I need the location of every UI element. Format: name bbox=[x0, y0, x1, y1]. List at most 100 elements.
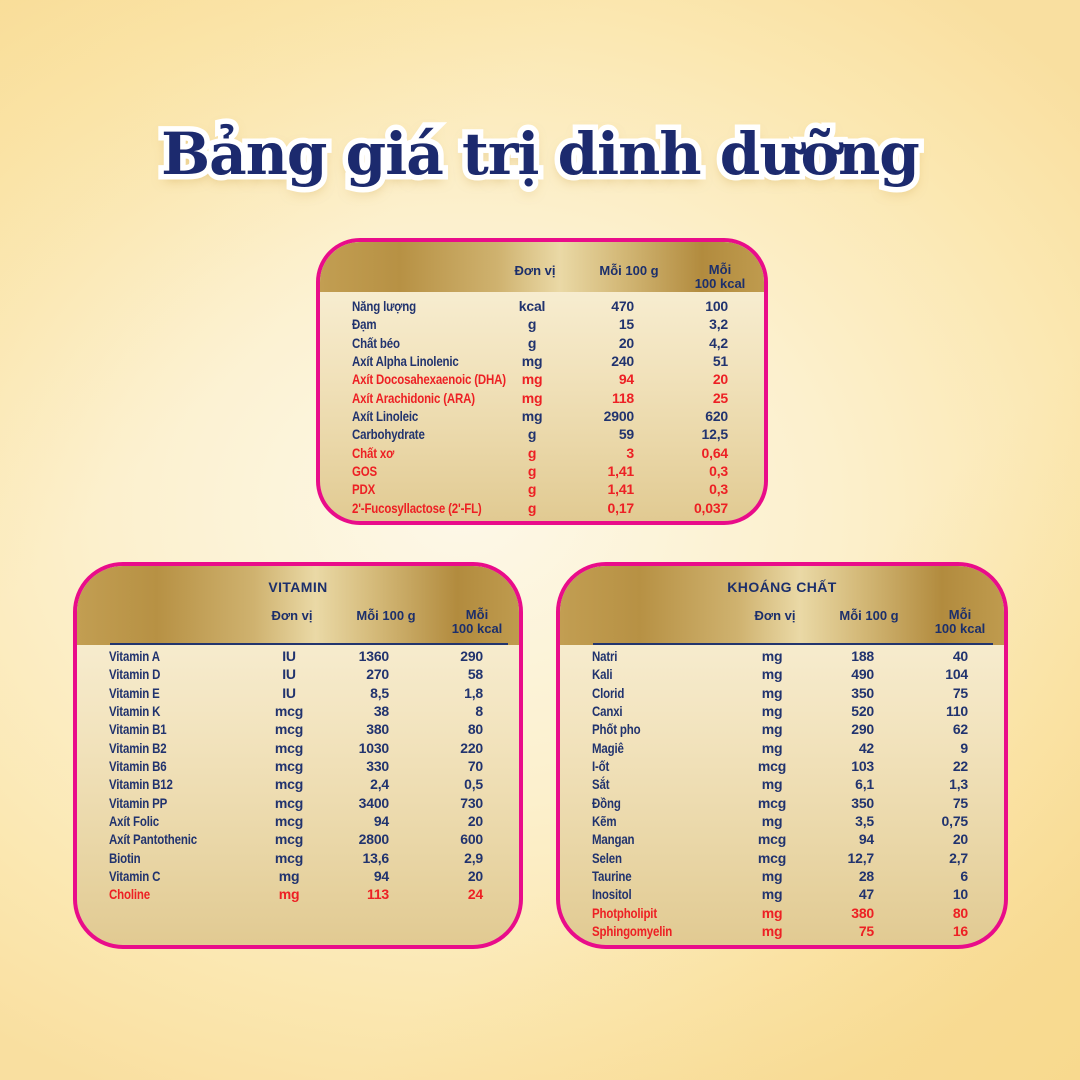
row-unit: mcg bbox=[274, 721, 304, 738]
table-row: Photpholipit mg 380 80 bbox=[560, 904, 1004, 922]
row-label: Vitamin K bbox=[109, 703, 161, 720]
row-unit: IU bbox=[282, 684, 296, 701]
row-per-100g: 490 bbox=[851, 666, 874, 683]
table-row: Axít Pantothenic mcg 2800 600 bbox=[77, 830, 519, 848]
row-per-100kcal: 1,3 bbox=[949, 776, 968, 793]
row-unit: mcg bbox=[274, 758, 304, 775]
row-per-100kcal: 0,3 bbox=[709, 463, 728, 480]
row-per-100kcal: 6 bbox=[960, 868, 968, 885]
row-label: Axít Docosahexaenoic (DHA) bbox=[352, 371, 506, 388]
row-label: Vitamin C bbox=[109, 868, 161, 885]
row-unit: mcg bbox=[274, 703, 304, 720]
row-per-100g: 520 bbox=[851, 703, 874, 720]
row-unit: g bbox=[527, 316, 537, 333]
row-per-100kcal: 0,5 bbox=[464, 776, 483, 793]
row-label: Carbohydrate bbox=[352, 426, 425, 443]
table-header: KHOÁNG CHẤT Đơn vị Mỗi 100 g Mỗi 100 kcal bbox=[560, 566, 1004, 645]
table-row: Vitamin PP mcg 3400 730 bbox=[77, 794, 519, 812]
table-row: Mangan mcg 94 20 bbox=[560, 830, 1004, 848]
row-unit: mg bbox=[521, 389, 543, 406]
row-per-100g: 94 bbox=[373, 868, 389, 885]
table-row: Phốt pho mg 290 62 bbox=[560, 720, 1004, 738]
row-unit: mg bbox=[761, 923, 783, 940]
row-per-100kcal: 20 bbox=[952, 831, 968, 848]
row-unit: g bbox=[527, 334, 537, 351]
row-per-100g: 1360 bbox=[358, 648, 390, 664]
row-unit: g bbox=[527, 444, 537, 461]
nutrition-table-mineral: KHOÁNG CHẤT Đơn vị Mỗi 100 g Mỗi 100 kcal… bbox=[556, 562, 1008, 949]
row-unit: mcg bbox=[274, 776, 304, 793]
row-label: I-ốt bbox=[592, 758, 610, 775]
table-row: Clorid mg 350 75 bbox=[560, 684, 1004, 702]
row-unit: mg bbox=[761, 868, 783, 885]
row-unit: mcg bbox=[274, 739, 304, 756]
row-per-100g: 2,4 bbox=[370, 776, 389, 793]
row-per-100kcal: 80 bbox=[467, 721, 483, 738]
row-label: Taurine bbox=[592, 868, 632, 885]
table-row: Canxi mg 520 110 bbox=[560, 702, 1004, 720]
row-per-100kcal: 22 bbox=[952, 758, 968, 775]
table-row: Carbohydrate g 59 12,5 bbox=[320, 425, 764, 443]
row-label: Photpholipit bbox=[592, 904, 657, 921]
row-label: Axít Linoleic bbox=[352, 408, 419, 425]
row-per-100g: 28 bbox=[858, 868, 874, 885]
row-per-100g: 0,17 bbox=[607, 499, 635, 516]
row-unit: mcg bbox=[757, 849, 787, 866]
row-per-100kcal: 62 bbox=[952, 721, 968, 738]
row-label: PDX bbox=[352, 481, 376, 498]
table-row: Vitamin C mg 94 20 bbox=[77, 867, 519, 885]
row-unit: mg bbox=[761, 648, 783, 664]
table-row: Năng lượng kcal 470 100 bbox=[320, 297, 764, 315]
table-row: Biotin mcg 13,6 2,9 bbox=[77, 849, 519, 867]
row-label: Axít Arachidonic (ARA) bbox=[352, 389, 475, 406]
table-row: Chất béo g 20 4,2 bbox=[320, 334, 764, 352]
table-header: VITAMIN Đơn vị Mỗi 100 g Mỗi 100 kcal bbox=[77, 566, 519, 645]
row-per-100g: 270 bbox=[366, 666, 389, 683]
row-per-100g: 20 bbox=[618, 334, 634, 351]
row-per-100g: 59 bbox=[618, 426, 634, 443]
row-label: Vitamin B12 bbox=[109, 776, 173, 793]
column-header-per-100g: Mỗi 100 g bbox=[599, 262, 659, 278]
row-per-100kcal: 3,2 bbox=[709, 316, 728, 333]
row-label: Vitamin A bbox=[109, 648, 160, 664]
column-header-per-100kcal: Mỗi 100 kcal bbox=[934, 607, 986, 636]
row-per-100g: 38 bbox=[373, 703, 389, 720]
row-per-100kcal: 220 bbox=[460, 739, 483, 756]
row-unit: mg bbox=[761, 813, 783, 830]
row-per-100g: 118 bbox=[612, 389, 634, 406]
row-per-100g: 75 bbox=[858, 923, 874, 940]
table-rows: Vitamin A IU 1360 290 Vitamin D IU 270 58 Vitami… bbox=[77, 645, 519, 904]
row-per-100kcal: 730 bbox=[460, 794, 483, 811]
row-per-100g: 350 bbox=[851, 684, 874, 701]
row-per-100kcal: 4,2 bbox=[709, 334, 728, 351]
page-title-text: Bảng giá trị dinh dưỡng bbox=[161, 120, 920, 188]
row-per-100g: 3,5 bbox=[855, 813, 874, 830]
row-unit: mg bbox=[521, 371, 543, 388]
table-row: Vitamin B2 mcg 1030 220 bbox=[77, 739, 519, 757]
row-label: Đạm bbox=[352, 316, 377, 333]
row-per-100g: 2800 bbox=[358, 831, 390, 848]
table-row: Vitamin D IU 270 58 bbox=[77, 665, 519, 683]
row-per-100kcal: 2,9 bbox=[464, 849, 483, 866]
table-row: Axít Linoleic mg 2900 620 bbox=[320, 407, 764, 425]
row-unit: g bbox=[527, 481, 537, 498]
row-label: Vitamin PP bbox=[109, 794, 168, 811]
row-unit: mg bbox=[761, 904, 783, 921]
row-label: Choline bbox=[109, 886, 150, 903]
row-per-100g: 350 bbox=[851, 794, 874, 811]
row-label: GOS bbox=[352, 463, 378, 480]
table-row: Đồng mcg 350 75 bbox=[560, 794, 1004, 812]
row-unit: mg bbox=[761, 886, 783, 903]
page-title: Bảng giá trị dinh dưỡng Bảng giá trị din… bbox=[0, 104, 1080, 204]
row-per-100kcal: 290 bbox=[460, 648, 483, 664]
row-unit: g bbox=[527, 426, 537, 443]
row-per-100kcal: 0,75 bbox=[941, 813, 969, 830]
row-label: Vitamin B2 bbox=[109, 739, 167, 756]
row-per-100kcal: 80 bbox=[952, 904, 968, 921]
row-per-100kcal: 70 bbox=[467, 758, 483, 775]
row-label: Sắt bbox=[592, 776, 610, 793]
table-title: KHOÁNG CHẤT bbox=[727, 579, 837, 595]
row-label: Vitamin B6 bbox=[109, 758, 167, 775]
row-unit: mcg bbox=[274, 849, 304, 866]
